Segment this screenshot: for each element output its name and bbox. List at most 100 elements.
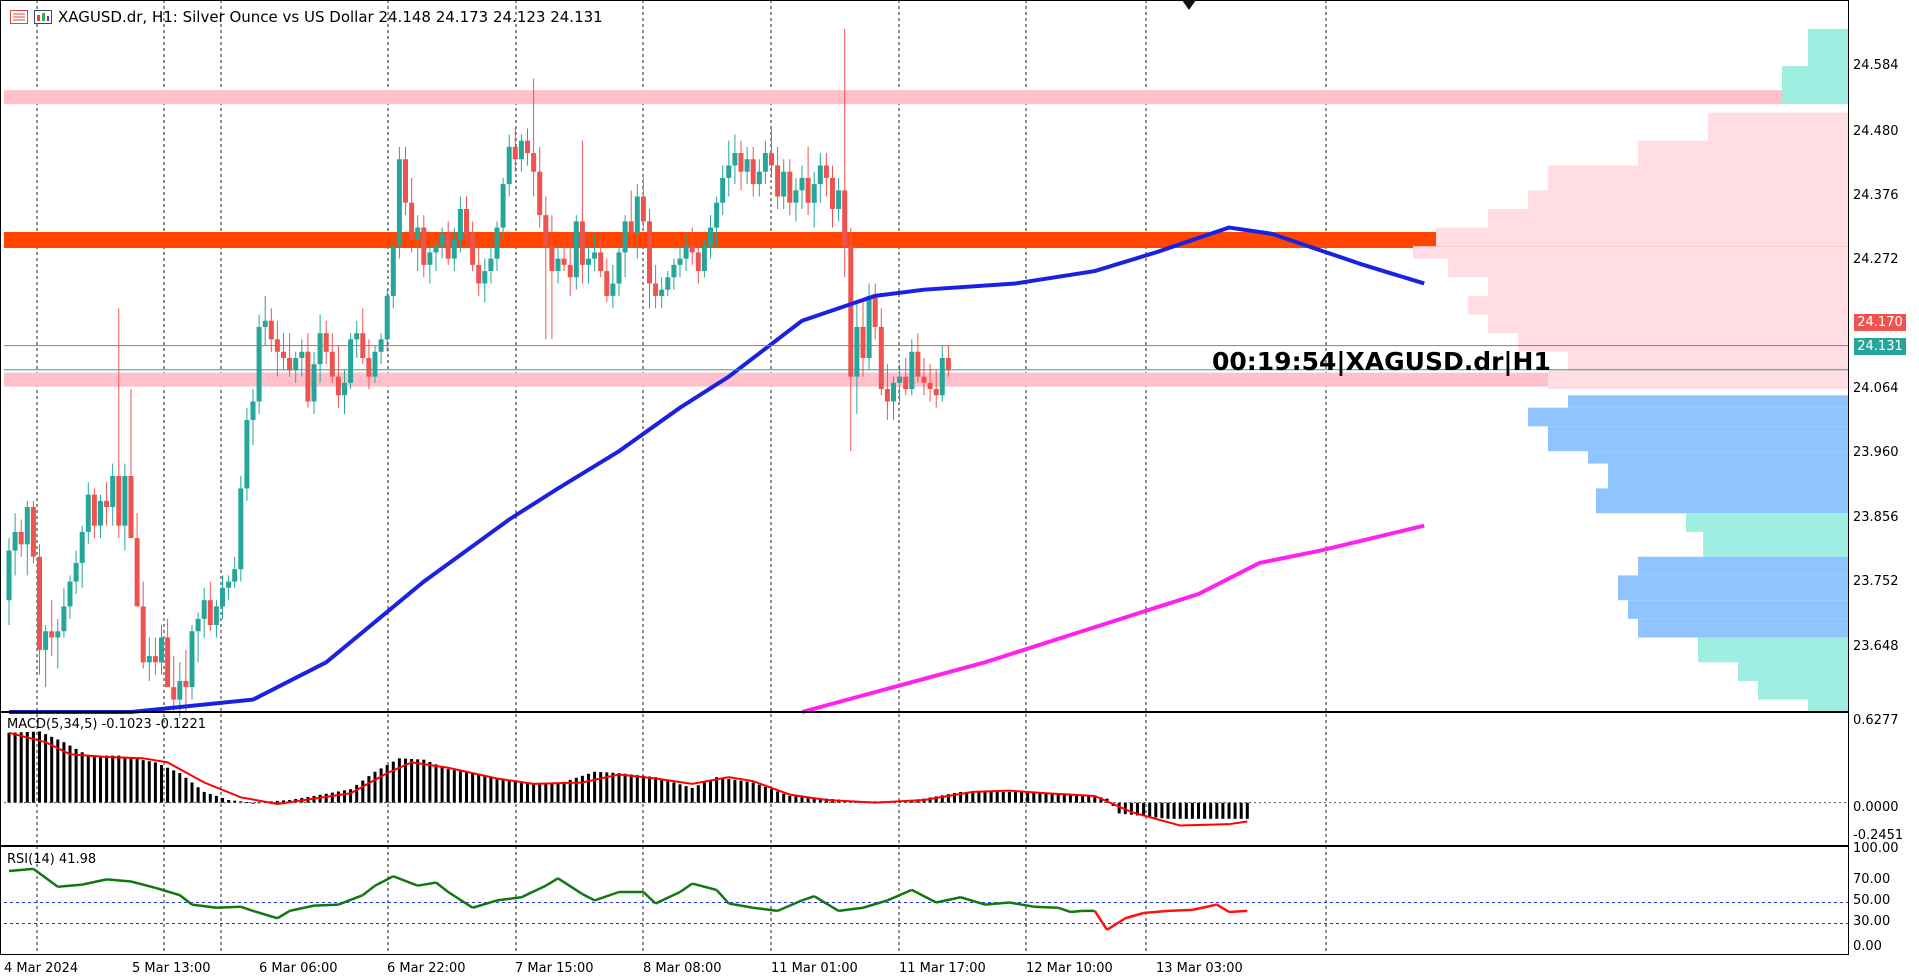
macd-histogram-bar [751,782,755,803]
rsi-line-segment [374,875,394,887]
candle-body [604,271,610,296]
rsi-line-segment [1070,909,1083,914]
candle-body [732,153,738,166]
macd-histogram-bar [135,758,139,803]
macd-histogram-bar [31,731,35,803]
candle-body [927,382,933,390]
macd-histogram-bar [50,736,54,803]
candle-body [610,283,616,296]
candle-body [226,581,232,588]
candle-body [518,140,524,160]
candle-body [842,190,848,247]
price-lines [4,345,1848,371]
price-tick-label: 24.376 [1853,188,1899,203]
macd-histogram-bar [1160,802,1164,819]
rsi-line-segment [252,909,278,920]
candle-body [525,140,530,154]
candle-body [67,581,73,607]
macd-histogram-bar [617,773,621,803]
candle-body [293,358,299,371]
volume-profile-bar [1413,246,1848,259]
macd-histogram-bar [1172,802,1176,819]
macd-histogram-bar [1215,802,1219,819]
rsi-line-segment [642,891,657,905]
symbol-chart-icon [34,10,52,24]
macd-histogram-bar [355,784,359,803]
candle-body [866,295,872,358]
macd-histogram-bar [196,787,200,803]
candle-body [451,240,457,259]
macd-histogram-bar [184,777,188,803]
rsi-line-segment [728,902,754,909]
candle-body [860,326,866,358]
macd-histogram-bar [1148,802,1152,817]
candle-body [653,283,659,296]
macd-histogram-bar [690,787,694,803]
volume-profile-bar [1588,451,1848,464]
macd-histogram-bar [239,801,243,803]
candle-body [549,246,555,272]
candle-body [647,221,652,284]
candle-body [506,146,512,185]
candle-body [805,177,811,203]
candle-body [6,550,12,601]
rsi-line-segment [447,890,474,909]
macd-histogram-bar [1154,802,1158,818]
candle-body [372,351,378,377]
macd-histogram-bar [995,791,999,803]
macd-histogram-bar [1007,791,1011,803]
rsi-line-segment [130,880,156,890]
rsi-line-segment [81,878,107,886]
candle-body [12,531,18,551]
rsi-line-segment [1106,917,1126,931]
rsi-tick-label: 100.00 [1853,841,1899,856]
symbol-info: XAGUSD.dr, H1: Silver Ounce vs US Dollar… [58,8,603,26]
candle-body [323,333,329,352]
macd-histogram-bar [1129,802,1133,815]
candle-body [220,587,225,607]
macd-histogram-bar [1026,792,1030,803]
candle-body [98,500,103,526]
rsi-line-segment [392,875,419,887]
candle-body [634,196,640,234]
candle-body [396,159,402,247]
candle-body [30,507,36,557]
chart-menu-icon[interactable] [10,10,28,24]
candle-body [720,177,726,203]
macd-histogram-bar [1197,802,1200,819]
ask-price-box: 24.170 [1854,314,1906,331]
macd-histogram-bar [105,755,109,803]
candle-body [104,500,110,508]
macd-histogram-bar [721,778,725,803]
macd-histogram-bar [928,797,932,803]
bid-price-box: 24.131 [1854,338,1906,355]
rsi-line-segment [8,867,34,873]
macd-histogram-bar [1032,792,1036,803]
candle-body [750,159,756,185]
rsi-tick-label: 0.00 [1853,939,1882,954]
macd-histogram-bar [580,775,584,803]
candle-body [903,376,909,390]
rsi-line-segment [777,899,803,913]
macd-histogram-bar [19,732,23,803]
macd-histogram-bar [709,779,712,803]
rsi-line-segment [960,896,986,906]
candle-body [244,420,250,489]
macd-histogram-bar [1178,802,1182,819]
macd-histogram-bar [410,758,414,803]
candle-body [238,488,244,570]
candle-body [775,165,781,197]
macd-histogram-bar [611,772,615,803]
volume-profile-bar [1698,637,1848,663]
macd-histogram-bar [946,794,950,803]
macd-histogram-bar [1142,802,1146,817]
volume-profile-bar [1548,165,1848,191]
candle-body [811,184,817,203]
shift-marker-icon[interactable] [1179,0,1199,12]
macd-histogram-bar [74,748,78,803]
macd-histogram-bar [7,732,11,803]
macd-histogram-bar [129,757,133,803]
volume-profile-bar [1808,699,1848,712]
volume-profile-bar [1488,314,1848,334]
